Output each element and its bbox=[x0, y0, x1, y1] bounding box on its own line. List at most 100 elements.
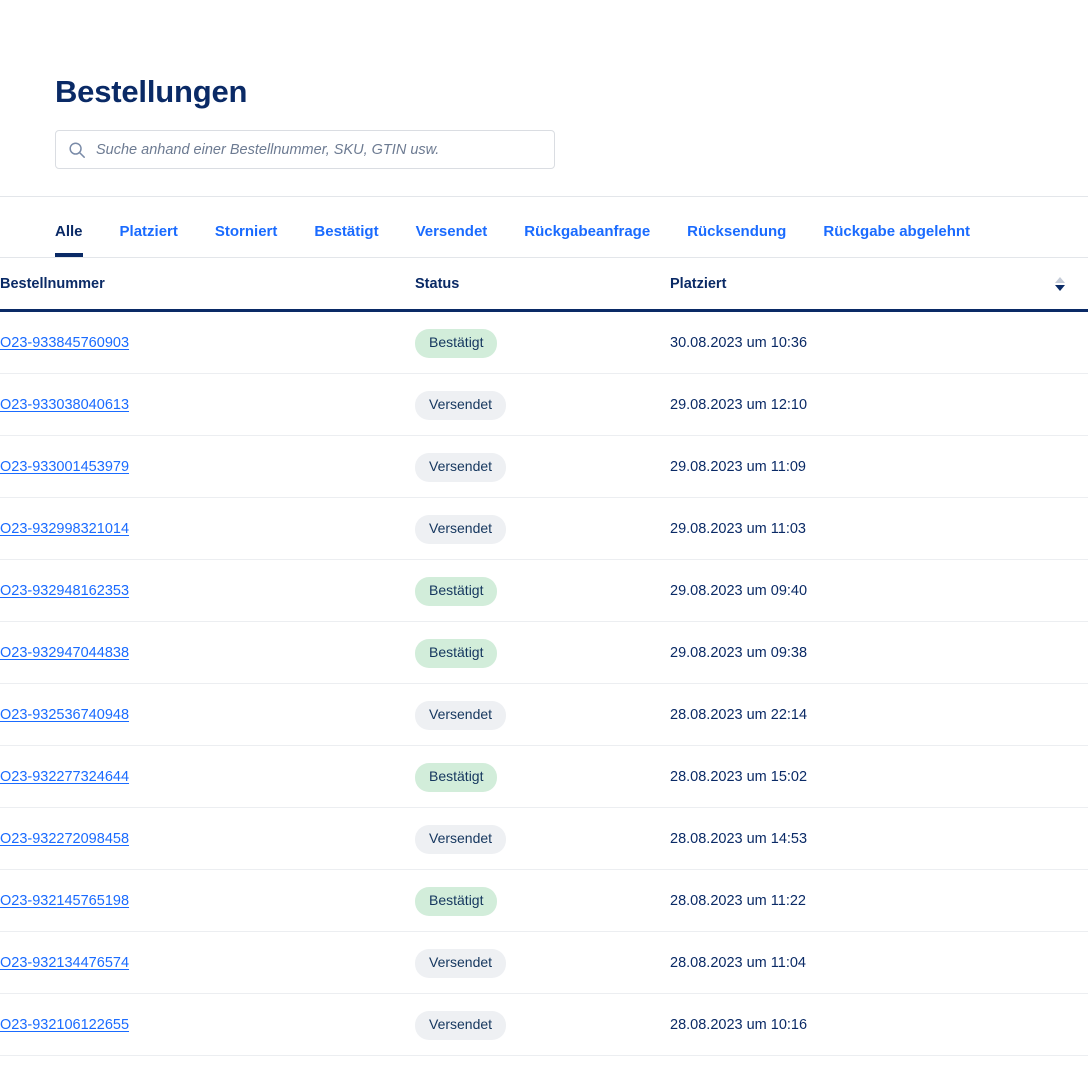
cell-placed: 29.08.2023 um 11:09 bbox=[670, 436, 1088, 498]
cell-order-number: O23-932106122655 bbox=[0, 994, 415, 1056]
placed-timestamp: 28.08.2023 um 15:02 bbox=[670, 768, 808, 785]
placed-timestamp: 28.08.2023 um 11:04 bbox=[670, 954, 806, 971]
sort-descending-icon[interactable] bbox=[1054, 277, 1066, 291]
cell-placed: 28.08.2023 um 11:04 bbox=[670, 932, 1088, 994]
placed-timestamp: 29.08.2023 um 11:03 bbox=[670, 520, 806, 537]
status-badge: Bestätigt bbox=[415, 887, 498, 916]
tab-label: Alle bbox=[55, 223, 83, 240]
sort-descending-arrow-icon bbox=[1055, 285, 1065, 291]
cell-status: Versendet bbox=[415, 684, 670, 746]
table-row[interactable]: O23-932947044838 Bestätigt 29.08.2023 um 0… bbox=[0, 622, 1088, 684]
column-header-status-label: Status bbox=[415, 276, 460, 292]
table-row[interactable]: O23-932134476574 Versendet 28.08.2023 um 1… bbox=[0, 932, 1088, 994]
cell-order-number: O23-932277324644 bbox=[0, 746, 415, 808]
tab-bestätigt[interactable]: Bestätigt bbox=[314, 223, 378, 257]
cell-placed: 28.08.2023 um 10:16 bbox=[670, 994, 1088, 1056]
status-badge: Versendet bbox=[415, 515, 507, 544]
placed-timestamp: 28.08.2023 um 14:53 bbox=[670, 830, 808, 847]
tab-alle[interactable]: Alle bbox=[55, 223, 83, 257]
status-badge: Bestätigt bbox=[415, 329, 498, 358]
table-row[interactable]: O23-932277324644 Bestätigt 28.08.2023 um 1… bbox=[0, 746, 1088, 808]
table-row[interactable]: O23-932145765198 Bestätigt 28.08.2023 um 1… bbox=[0, 870, 1088, 932]
order-number-link[interactable]: O23-932947044838 bbox=[0, 644, 130, 661]
table-row[interactable]: O23-933001453979 Versendet 29.08.2023 um 1… bbox=[0, 436, 1088, 498]
cell-order-number: O23-933038040613 bbox=[0, 374, 415, 436]
placed-timestamp: 28.08.2023 um 22:14 bbox=[670, 706, 808, 723]
placed-timestamp: 29.08.2023 um 11:09 bbox=[670, 458, 806, 475]
table-row[interactable]: O23-932272098458 Versendet 28.08.2023 um 1… bbox=[0, 808, 1088, 870]
column-header-status[interactable]: Status bbox=[415, 258, 670, 312]
cell-placed: 28.08.2023 um 22:14 bbox=[670, 684, 1088, 746]
search-icon bbox=[68, 141, 86, 159]
status-badge: Bestätigt bbox=[415, 577, 498, 606]
status-badge: Versendet bbox=[415, 453, 507, 482]
cell-order-number: O23-932948162353 bbox=[0, 560, 415, 622]
status-badge: Versendet bbox=[415, 391, 507, 420]
status-tabs: Alle Platziert Storniert Bestätigt Versendet… bbox=[0, 197, 1088, 257]
column-header-placed[interactable]: Platziert bbox=[670, 258, 1088, 312]
table-row[interactable]: O23-932998321014 Versendet 29.08.2023 um 1… bbox=[0, 498, 1088, 560]
header-divider bbox=[0, 196, 1088, 197]
cell-status: Bestätigt bbox=[415, 622, 670, 684]
cell-placed: 29.08.2023 um 12:10 bbox=[670, 374, 1088, 436]
order-number-link[interactable]: O23-932145765198 bbox=[0, 892, 130, 909]
status-badge: Versendet bbox=[415, 1011, 507, 1040]
status-badge: Versendet bbox=[415, 949, 507, 978]
order-number-link[interactable]: O23-933845760903 bbox=[0, 334, 130, 351]
order-number-link[interactable]: O23-932948162353 bbox=[0, 582, 130, 599]
tab-rückgabe-abgelehnt[interactable]: Rückgabe abgelehnt bbox=[823, 223, 970, 257]
cell-status: Bestätigt bbox=[415, 870, 670, 932]
cell-placed: 30.08.2023 um 10:36 bbox=[670, 311, 1088, 374]
cell-order-number: O23-932272098458 bbox=[0, 808, 415, 870]
cell-placed: 28.08.2023 um 11:22 bbox=[670, 870, 1088, 932]
page-header: Bestellungen bbox=[0, 0, 1088, 197]
search-input[interactable] bbox=[96, 131, 542, 168]
tab-platziert[interactable]: Platziert bbox=[120, 223, 178, 257]
tab-rückgabeanfrage[interactable]: Rückgabeanfrage bbox=[524, 223, 650, 257]
table-row[interactable]: O23-932536740948 Versendet 28.08.2023 um 2… bbox=[0, 684, 1088, 746]
order-number-link[interactable]: O23-932272098458 bbox=[0, 830, 130, 847]
order-number-link[interactable]: O23-932998321014 bbox=[0, 520, 130, 537]
cell-status: Versendet bbox=[415, 374, 670, 436]
cell-order-number: O23-932134476574 bbox=[0, 932, 415, 994]
cell-status: Bestätigt bbox=[415, 746, 670, 808]
search-field-wrapper[interactable] bbox=[55, 130, 555, 169]
placed-timestamp: 30.08.2023 um 10:36 bbox=[670, 334, 808, 351]
cell-order-number: O23-932947044838 bbox=[0, 622, 415, 684]
cell-placed: 28.08.2023 um 14:53 bbox=[670, 808, 1088, 870]
cell-order-number: O23-933001453979 bbox=[0, 436, 415, 498]
order-number-link[interactable]: O23-933038040613 bbox=[0, 396, 130, 413]
order-number-link[interactable]: O23-932134476574 bbox=[0, 954, 130, 971]
table-row[interactable]: O23-933038040613 Versendet 29.08.2023 um 1… bbox=[0, 374, 1088, 436]
tab-storniert[interactable]: Storniert bbox=[215, 223, 278, 257]
tab-versendet[interactable]: Versendet bbox=[416, 223, 488, 257]
table-row[interactable]: O23-932948162353 Bestätigt 29.08.2023 um 0… bbox=[0, 560, 1088, 622]
column-header-placed-label: Platziert bbox=[670, 276, 727, 292]
cell-status: Versendet bbox=[415, 808, 670, 870]
order-number-link[interactable]: O23-932536740948 bbox=[0, 706, 130, 723]
cell-order-number: O23-932145765198 bbox=[0, 870, 415, 932]
cell-placed: 29.08.2023 um 09:38 bbox=[670, 622, 1088, 684]
tab-label: Rücksendung bbox=[687, 223, 787, 240]
order-number-link[interactable]: O23-933001453979 bbox=[0, 458, 130, 475]
table-row[interactable]: O23-933845760903 Bestätigt 30.08.2023 um 1… bbox=[0, 311, 1088, 374]
tab-label: Rückgabeanfrage bbox=[524, 223, 651, 240]
placed-timestamp: 29.08.2023 um 09:40 bbox=[670, 582, 808, 599]
tab-label: Versendet bbox=[415, 223, 488, 240]
table-header-row: Bestellnummer Status Platziert bbox=[0, 258, 1088, 312]
status-badge: Bestätigt bbox=[415, 763, 498, 792]
cell-order-number: O23-932536740948 bbox=[0, 684, 415, 746]
status-badge: Versendet bbox=[415, 701, 507, 730]
order-number-link[interactable]: O23-932106122655 bbox=[0, 1016, 130, 1033]
table-row[interactable]: O23-932106122655 Versendet 28.08.2023 um 1… bbox=[0, 994, 1088, 1056]
tab-label: Platziert bbox=[119, 223, 178, 240]
tab-rücksendung[interactable]: Rücksendung bbox=[687, 223, 786, 257]
cell-order-number: O23-932998321014 bbox=[0, 498, 415, 560]
tabs-divider bbox=[0, 257, 1088, 258]
table-body: O23-933845760903 Bestätigt 30.08.2023 um 1… bbox=[0, 311, 1088, 1056]
cell-status: Bestätigt bbox=[415, 560, 670, 622]
placed-timestamp: 29.08.2023 um 12:10 bbox=[670, 396, 808, 413]
order-number-link[interactable]: O23-932277324644 bbox=[0, 768, 130, 785]
placed-timestamp: 28.08.2023 um 10:16 bbox=[670, 1016, 808, 1033]
column-header-order-number[interactable]: Bestellnummer bbox=[0, 258, 415, 312]
